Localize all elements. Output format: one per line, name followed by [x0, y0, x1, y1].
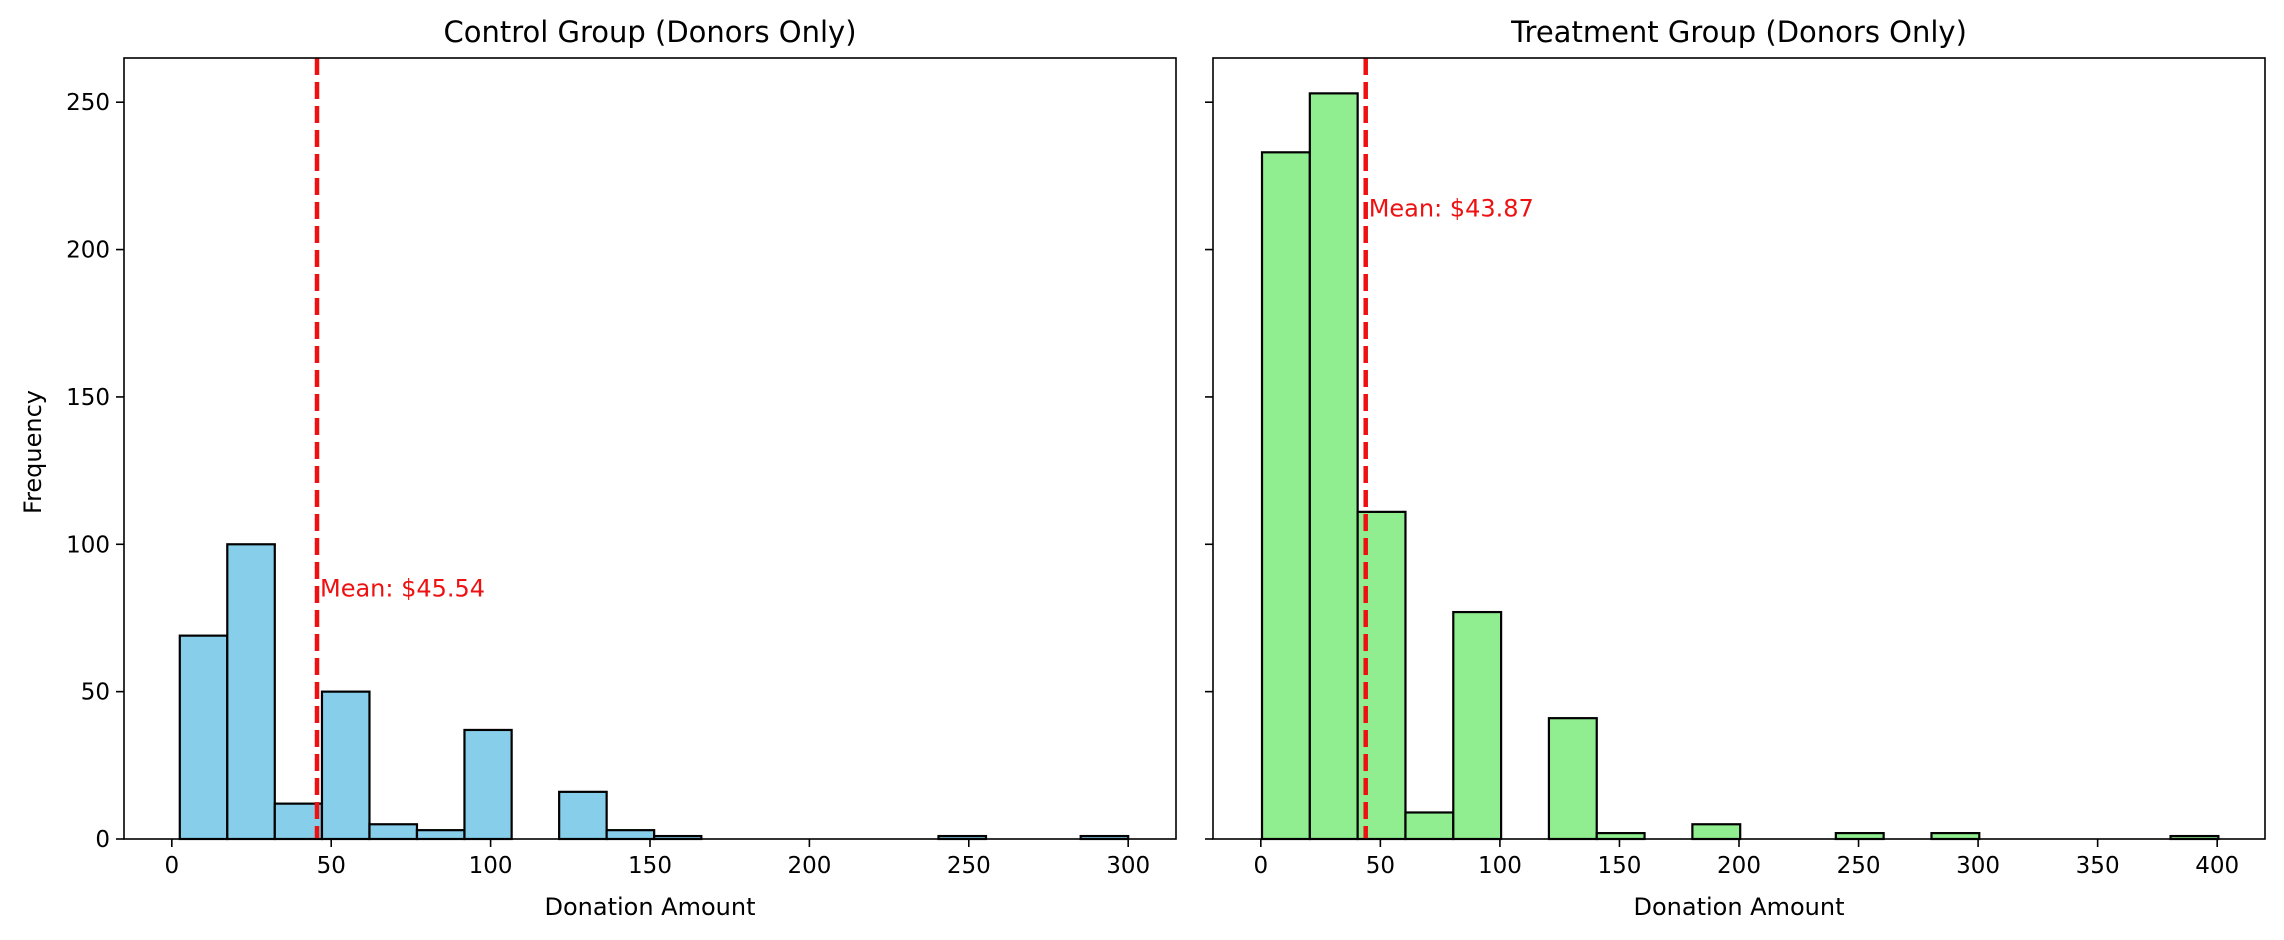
control-axes-frame: [123, 57, 1177, 840]
control-mean-annotation: Mean: $45.54: [320, 574, 485, 602]
control-histogram-bar: [368, 823, 419, 841]
treatment-x-tick-label: 100: [1478, 853, 1522, 879]
treatment-mean-annotation: Mean: $43.87: [1369, 194, 1534, 222]
treatment-histogram-bar: [1404, 811, 1455, 841]
control-y-tick-label: 200: [66, 238, 110, 264]
treatment-x-tick-label: 0: [1253, 853, 1268, 879]
treatment-x-tick-label: 200: [1717, 853, 1761, 879]
control-histogram-bar: [226, 543, 276, 841]
control-y-tick-label: 250: [66, 90, 110, 116]
treatment-x-tick-label: 400: [2195, 853, 2239, 879]
treatment-x-axis-label: Donation Amount: [1634, 893, 1845, 921]
treatment-histogram-bar: [1452, 610, 1503, 841]
treatment-histogram-bar: [1260, 151, 1311, 841]
treatment-x-ticks: 0 50 100 150 200 250 300 350 400: [1253, 839, 2239, 879]
control-x-tick-label: 300: [1106, 853, 1150, 879]
control-group-panel: Control Group (Donors Only) Donation Amo…: [19, 15, 1177, 921]
control-x-tick-label: 250: [947, 853, 991, 879]
treatment-x-tick-label: 300: [1956, 853, 2000, 879]
treatment-histogram-bar: [1547, 717, 1598, 841]
control-histogram-bar: [558, 790, 608, 841]
control-histogram-bar: [463, 728, 513, 841]
treatment-x-tick-label: 350: [2076, 853, 2120, 879]
treatment-y-ticks: [1205, 101, 1213, 840]
treatment-x-tick-label: 150: [1598, 853, 1642, 879]
control-x-ticks: 0 50 100 150 200 250 300: [164, 839, 1150, 879]
control-chart-title: Control Group (Donors Only): [443, 15, 856, 49]
treatment-histogram-bar: [1595, 832, 1646, 841]
control-y-tick-label: 50: [81, 680, 110, 706]
treatment-histogram-bar: [1834, 832, 1885, 841]
treatment-group-panel: Treatment Group (Donors Only) Donation A…: [1205, 15, 2266, 921]
control-x-tick-label: 0: [164, 853, 179, 879]
control-y-tick-label: 100: [66, 532, 110, 558]
control-bars: [178, 543, 1130, 841]
control-x-axis-label: Donation Amount: [545, 893, 756, 921]
control-histogram-bar: [320, 690, 371, 841]
y-axis-label: Frequency: [19, 390, 47, 514]
control-histogram-bar: [178, 634, 229, 841]
treatment-x-tick-label: 250: [1837, 853, 1881, 879]
control-x-tick-label: 100: [469, 853, 513, 879]
control-histogram-bar: [605, 829, 656, 841]
control-x-tick-label: 200: [787, 853, 831, 879]
control-x-tick-label: 50: [317, 853, 346, 879]
treatment-histogram-bar: [1308, 92, 1359, 841]
treatment-chart-title: Treatment Group (Donors Only): [1510, 15, 1967, 49]
treatment-histogram-bar: [1691, 823, 1742, 841]
control-x-tick-label: 150: [628, 853, 672, 879]
control-y-ticks: 0 50 100 150 200 250: [66, 90, 124, 853]
treatment-histogram-bar: [1930, 832, 1981, 841]
treatment-x-tick-label: 50: [1366, 853, 1395, 879]
control-y-tick-label: 0: [95, 827, 110, 853]
treatment-axes-frame: [1212, 57, 2266, 840]
control-histogram-bar: [415, 829, 466, 841]
control-y-tick-label: 150: [66, 385, 110, 411]
